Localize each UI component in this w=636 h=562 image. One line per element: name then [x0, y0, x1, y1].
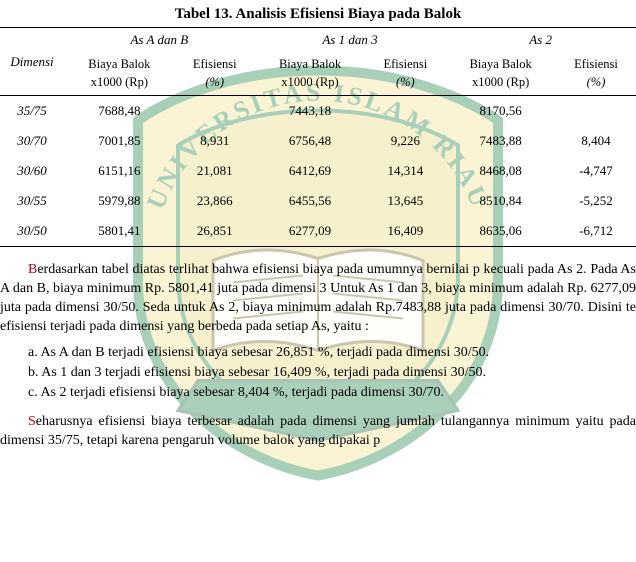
- list-item: c. As 2 terjadi efisiensi biaya sebesar …: [28, 383, 636, 403]
- list-item: a. As A dan B terjadi efisiensi biaya se…: [28, 343, 636, 363]
- table-row: 30/50 5801,41 26,851 6277,09 16,409 8635…: [0, 216, 636, 247]
- col-biaya-ab: Biaya Balokx1000 (Rp): [64, 52, 175, 96]
- page-content: Tabel 13. Analisis Efisiensi Biaya pada …: [0, 6, 636, 451]
- group-as-a-b: As A dan B: [64, 28, 255, 53]
- efficiency-table: Dimensi As A dan B As 1 dan 3 As 2 Biaya…: [0, 27, 636, 247]
- col-ef-ab: Efisiensi(%): [175, 52, 255, 96]
- col-dimensi: Dimensi: [0, 28, 64, 96]
- table-row: 30/60 6151,16 21,081 6412,69 14,314 8468…: [0, 156, 636, 186]
- col-ef-13: Efisiensi(%): [365, 52, 445, 96]
- paragraph-2: Seharusnya efisiensi biaya terbesar adal…: [0, 413, 636, 451]
- group-as-1-3: As 1 dan 3: [255, 28, 446, 53]
- group-as-2: As 2: [445, 28, 636, 53]
- table-body: 35/75 7688,48 7443,18 8170,56 30/70 7001…: [0, 96, 636, 247]
- table-title: Tabel 13. Analisis Efisiensi Biaya pada …: [0, 6, 636, 23]
- col-biaya-13: Biaya Balokx1000 (Rp): [255, 52, 366, 96]
- table-row: 30/55 5979,88 23,866 6455,56 13,645 8510…: [0, 186, 636, 216]
- table-row: 35/75 7688,48 7443,18 8170,56: [0, 96, 636, 127]
- list-findings: a. As A dan B terjadi efisiensi biaya se…: [28, 343, 636, 404]
- col-ef-2: Efisiensi(%): [556, 52, 636, 96]
- col-biaya-2: Biaya Balokx1000 (Rp): [445, 52, 556, 96]
- table-row: 30/70 7001,85 8,931 6756,48 9,226 7483,8…: [0, 126, 636, 156]
- list-item: b. As 1 dan 3 terjadi efisiensi biaya se…: [28, 363, 636, 383]
- paragraph-1: Berdasarkan tabel diatas terlihat bahwa …: [0, 261, 636, 337]
